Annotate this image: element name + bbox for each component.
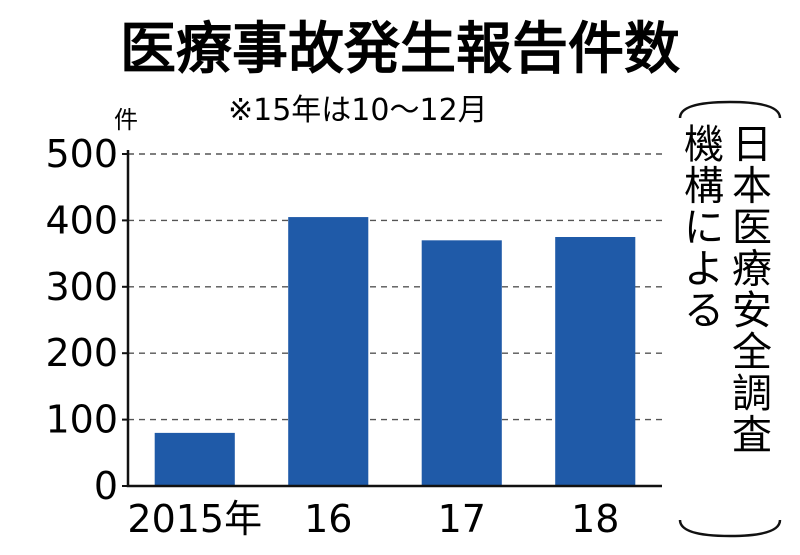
x-tick-label: 17 <box>438 497 486 541</box>
source-char: 医 <box>732 205 772 251</box>
x-tick-labels: 2015年 16 17 18 <box>127 497 619 541</box>
source-char: に <box>684 205 724 251</box>
chart-title: 医療事故発生報告件数 <box>120 17 680 82</box>
y-tick-label: 100 <box>45 398 118 442</box>
bar-3 <box>555 237 636 486</box>
source-paren-bottom <box>678 519 782 538</box>
x-tick-label: 2015年 <box>127 497 262 541</box>
bar-0 <box>154 432 235 486</box>
chart-subtitle: ※15年は10〜12月 <box>228 93 488 128</box>
source-char: よ <box>684 247 724 293</box>
bar-1 <box>288 217 369 486</box>
y-tick-label: 300 <box>45 265 118 309</box>
source-char: 療 <box>732 247 772 293</box>
source-char: 本 <box>732 164 772 210</box>
source-char: 日 <box>732 122 772 168</box>
y-tick-label: 0 <box>94 464 118 508</box>
bars <box>154 217 636 486</box>
y-axis-unit-label: 件 <box>114 106 138 134</box>
bar-2 <box>421 240 502 486</box>
source-char: 調 <box>732 371 772 417</box>
y-tick-label: 200 <box>45 331 118 375</box>
x-tick-label: 18 <box>571 497 619 541</box>
source-paren-top <box>678 100 782 119</box>
source-char: 全 <box>732 330 772 376</box>
x-tick-label: 16 <box>304 497 352 541</box>
y-tick-label: 500 <box>45 132 118 176</box>
y-tick-label: 400 <box>45 198 118 242</box>
source-char: 査 <box>732 413 772 459</box>
source-char: る <box>684 288 724 334</box>
axis-lines <box>126 150 662 488</box>
y-tick-labels: 0 100 200 300 400 500 <box>45 132 128 508</box>
source-char: 機 <box>684 122 724 168</box>
source-char: 安 <box>732 288 772 334</box>
source-char: 構 <box>684 164 724 210</box>
